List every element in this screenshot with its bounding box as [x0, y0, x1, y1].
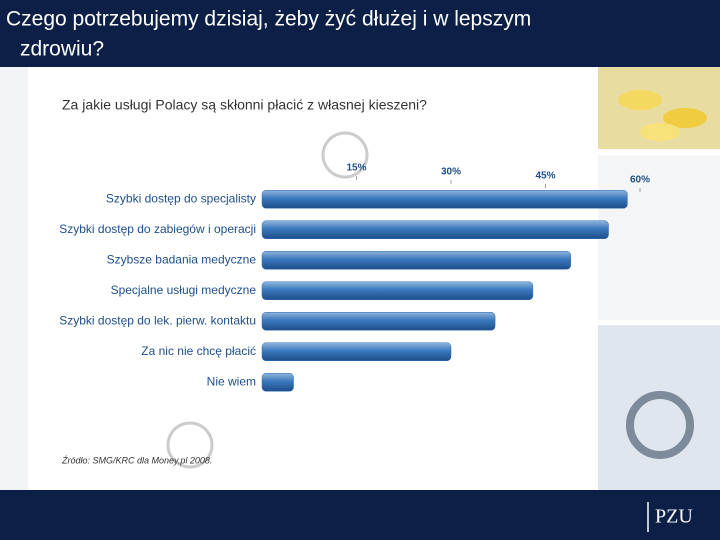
bar: [261, 281, 534, 300]
y-tick-label: Szybki dostęp do lek. pierw. kontaktu: [59, 313, 256, 327]
y-tick-label: Specjalne usługi medyczne: [111, 283, 257, 297]
y-tick-label: Szybsze badania medyczne: [107, 252, 257, 266]
slide-title-1: Czego potrzebujemy dzisiaj, żeby żyć dłu…: [6, 8, 531, 31]
bar: [261, 342, 452, 361]
capsule: [640, 123, 680, 141]
capsule: [618, 90, 662, 110]
logo: PZU: [655, 506, 693, 528]
stethoscope: [626, 391, 694, 459]
chart-title: Za jakie usługi Polacy są skłonni płacić…: [62, 97, 427, 113]
bar: [261, 190, 628, 209]
x-tick-label: 45%: [535, 171, 555, 182]
bar: [261, 220, 609, 239]
header-band: [0, 0, 720, 67]
x-tick-label: 60%: [630, 175, 650, 186]
x-tick-label: 30%: [441, 167, 461, 178]
capsule: [663, 108, 707, 128]
y-tick-label: Szybki dostęp do specjalisty: [106, 191, 256, 205]
bar: [261, 312, 496, 331]
photo-blank: [598, 155, 720, 320]
bar: [261, 373, 294, 392]
slide-title-2: zdrowiu?: [20, 38, 104, 61]
source: Źródło: SMG/KRC dla Money.pl 2008.: [61, 455, 212, 465]
x-tick-label: 15%: [346, 163, 366, 174]
y-tick-label: Szybki dostęp do zabiegów i operacji: [59, 222, 256, 236]
y-tick-label: Za nic nie chcę płacić: [141, 344, 256, 358]
side-decor: [0, 67, 28, 490]
decor-circle: [321, 131, 369, 179]
plot: 15% 30% 45% 60% Szybki dostęp do specjalisty…: [59, 163, 650, 392]
photo-stethoscope: [598, 325, 720, 490]
y-tick-label: Nie wiem: [207, 374, 256, 388]
footer-band: [0, 490, 720, 540]
bar: [261, 251, 571, 270]
decor-circle: [166, 421, 214, 469]
